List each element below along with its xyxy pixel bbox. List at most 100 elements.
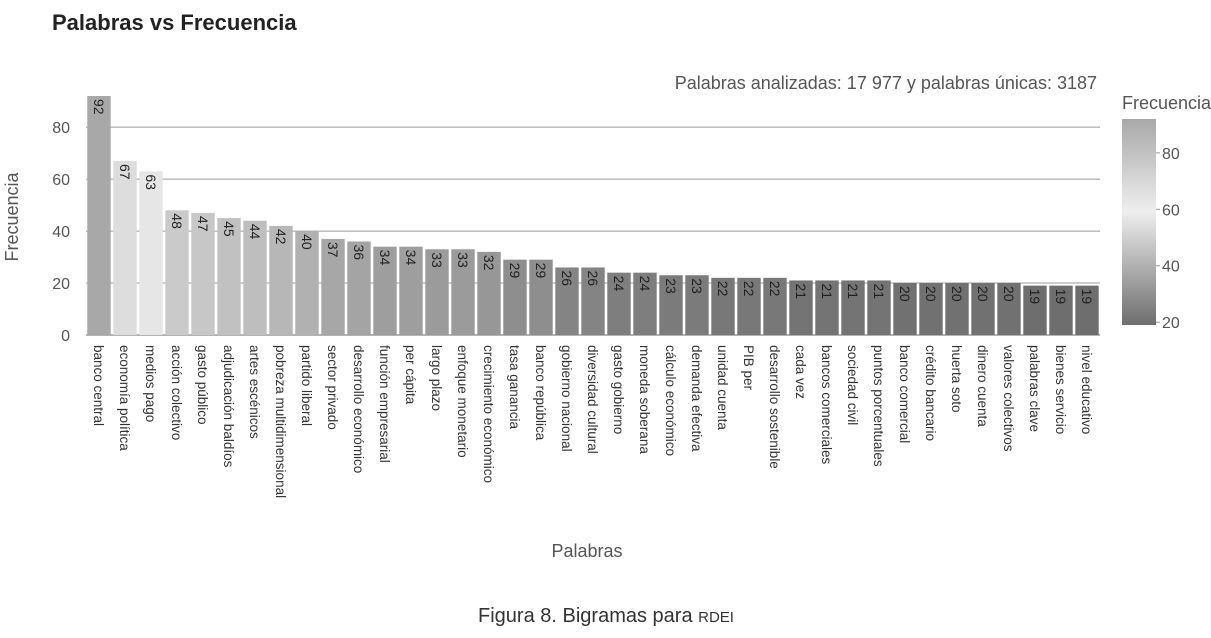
bar bbox=[815, 280, 839, 335]
x-tick-label: gobierno nacional bbox=[559, 345, 574, 452]
bar bbox=[789, 280, 813, 335]
bar bbox=[295, 231, 319, 335]
legend-tick-label: 80 bbox=[1162, 146, 1180, 163]
color-legend: Frecuencia 20 40 60 80 bbox=[1122, 93, 1211, 332]
bar bbox=[451, 249, 475, 335]
bar bbox=[425, 249, 449, 335]
caption-text: Bigramas para bbox=[563, 605, 694, 627]
x-tick-label: cálculo económico bbox=[663, 345, 678, 456]
bar-value-label: 63 bbox=[143, 174, 159, 190]
x-tick-label: crédito bancario bbox=[923, 345, 938, 441]
bar-value-label: 20 bbox=[897, 286, 913, 302]
bar-value-label: 19 bbox=[1079, 289, 1095, 305]
x-tick-label: PIB per bbox=[741, 345, 756, 391]
x-tick-label: partido liberal bbox=[299, 345, 314, 426]
bar-value-label: 21 bbox=[793, 283, 809, 299]
caption-prefix: Figura 8. bbox=[478, 605, 557, 627]
bar-value-label: 21 bbox=[845, 283, 861, 299]
bar-value-label: 45 bbox=[221, 221, 237, 237]
bar-value-label: 47 bbox=[195, 216, 211, 232]
bar-value-label: 24 bbox=[611, 276, 627, 292]
x-tick-label: artes escénicos bbox=[247, 345, 262, 439]
bar bbox=[321, 238, 345, 335]
bar-value-label: 19 bbox=[1027, 289, 1043, 305]
x-tick-label: bienes servicio bbox=[1053, 345, 1068, 434]
x-tick-label: pobreza multidimensional bbox=[273, 345, 288, 498]
bar-value-label: 26 bbox=[559, 270, 575, 286]
x-tick-label: largo plazo bbox=[429, 345, 444, 411]
bar bbox=[763, 277, 787, 335]
category-labels: banco central economía política medios pag… bbox=[91, 345, 1094, 498]
x-tick-label: puntos porcentuales bbox=[871, 345, 886, 467]
bar-value-label: 20 bbox=[1001, 286, 1017, 302]
bar-value-label: 22 bbox=[715, 281, 731, 297]
bar-value-label: 19 bbox=[1053, 289, 1069, 305]
bar-value-label: 34 bbox=[403, 250, 419, 266]
x-tick-label: crecimiento económico bbox=[481, 345, 496, 483]
bar bbox=[1023, 285, 1047, 335]
bar bbox=[867, 280, 891, 335]
x-tick-label: sector privado bbox=[325, 345, 340, 430]
bar-value-label: 32 bbox=[481, 255, 497, 271]
figure-caption: Figura 8. Bigramas para RDEI bbox=[478, 605, 734, 627]
bar bbox=[529, 259, 553, 335]
x-tick-label: enfoque monetario bbox=[455, 345, 470, 458]
bar-value-label: 22 bbox=[741, 281, 757, 297]
bar-value-label: 92 bbox=[91, 99, 107, 115]
bar bbox=[113, 160, 137, 335]
y-tick-label: 80 bbox=[52, 120, 70, 137]
bar-value-label: 67 bbox=[117, 164, 133, 180]
x-tick-label: nivel educativo bbox=[1079, 345, 1094, 434]
bar bbox=[477, 251, 501, 335]
x-tick-label: economía política bbox=[117, 345, 132, 451]
bar bbox=[659, 275, 683, 335]
bar-value-label: 24 bbox=[637, 276, 653, 292]
bar-value-label: 37 bbox=[325, 242, 341, 258]
bar-value-label: 48 bbox=[169, 213, 185, 229]
x-tick-label: medios pago bbox=[143, 345, 158, 422]
bar bbox=[893, 283, 917, 335]
chart-title: Palabras vs Frecuencia bbox=[52, 10, 297, 35]
x-tick-label: demanda efectiva bbox=[689, 345, 704, 452]
bar bbox=[607, 272, 631, 335]
x-tick-label: adjudicación baldíos bbox=[221, 345, 236, 468]
bar bbox=[1049, 285, 1073, 335]
bar-value-label: 20 bbox=[949, 286, 965, 302]
y-axis-title: Frecuencia bbox=[2, 171, 22, 261]
x-tick-label: banco comercial bbox=[897, 345, 912, 443]
bar bbox=[503, 259, 527, 335]
x-tick-label: acción colectivo bbox=[169, 345, 184, 440]
bar-value-label: 23 bbox=[663, 278, 679, 294]
x-tick-label: función empresarial bbox=[377, 345, 392, 463]
y-axis-ticks: 0 20 40 60 80 bbox=[52, 120, 70, 345]
bar-value-label: 36 bbox=[351, 244, 367, 260]
x-tick-label: unidad cuenta bbox=[715, 345, 730, 430]
bar-value-label: 20 bbox=[975, 286, 991, 302]
x-tick-label: banco república bbox=[533, 345, 548, 441]
bar bbox=[997, 283, 1021, 335]
y-tick-label: 60 bbox=[52, 172, 70, 189]
bar-value-label: 34 bbox=[377, 250, 393, 266]
x-tick-label: valores colectivos bbox=[1001, 345, 1016, 452]
x-tick-label: sociedad civil bbox=[845, 345, 860, 425]
chart-subtitle: Palabras analizadas: 17 977 y palabras ú… bbox=[675, 73, 1097, 93]
bar bbox=[373, 246, 397, 335]
caption-suffix: RDEI bbox=[698, 609, 734, 626]
bar bbox=[841, 280, 865, 335]
bar bbox=[711, 277, 735, 335]
bar-value-label: 21 bbox=[871, 283, 887, 299]
bar-value-label: 33 bbox=[429, 252, 445, 268]
legend-tick-label: 60 bbox=[1162, 202, 1180, 219]
bar bbox=[581, 267, 605, 335]
bar bbox=[269, 225, 293, 335]
bar bbox=[945, 283, 969, 335]
bar-value-label: 40 bbox=[299, 234, 315, 250]
y-tick-label: 40 bbox=[52, 224, 70, 241]
bar bbox=[737, 277, 761, 335]
bar-value-label: 42 bbox=[273, 229, 289, 245]
bars: 92 67 63 48 47 45 44 42 40 37 36 34 34 33 33 32 29 29 26 26… bbox=[87, 96, 1099, 335]
bar bbox=[191, 212, 215, 335]
bar-value-label: 26 bbox=[585, 270, 601, 286]
legend-colorbar bbox=[1122, 119, 1156, 325]
